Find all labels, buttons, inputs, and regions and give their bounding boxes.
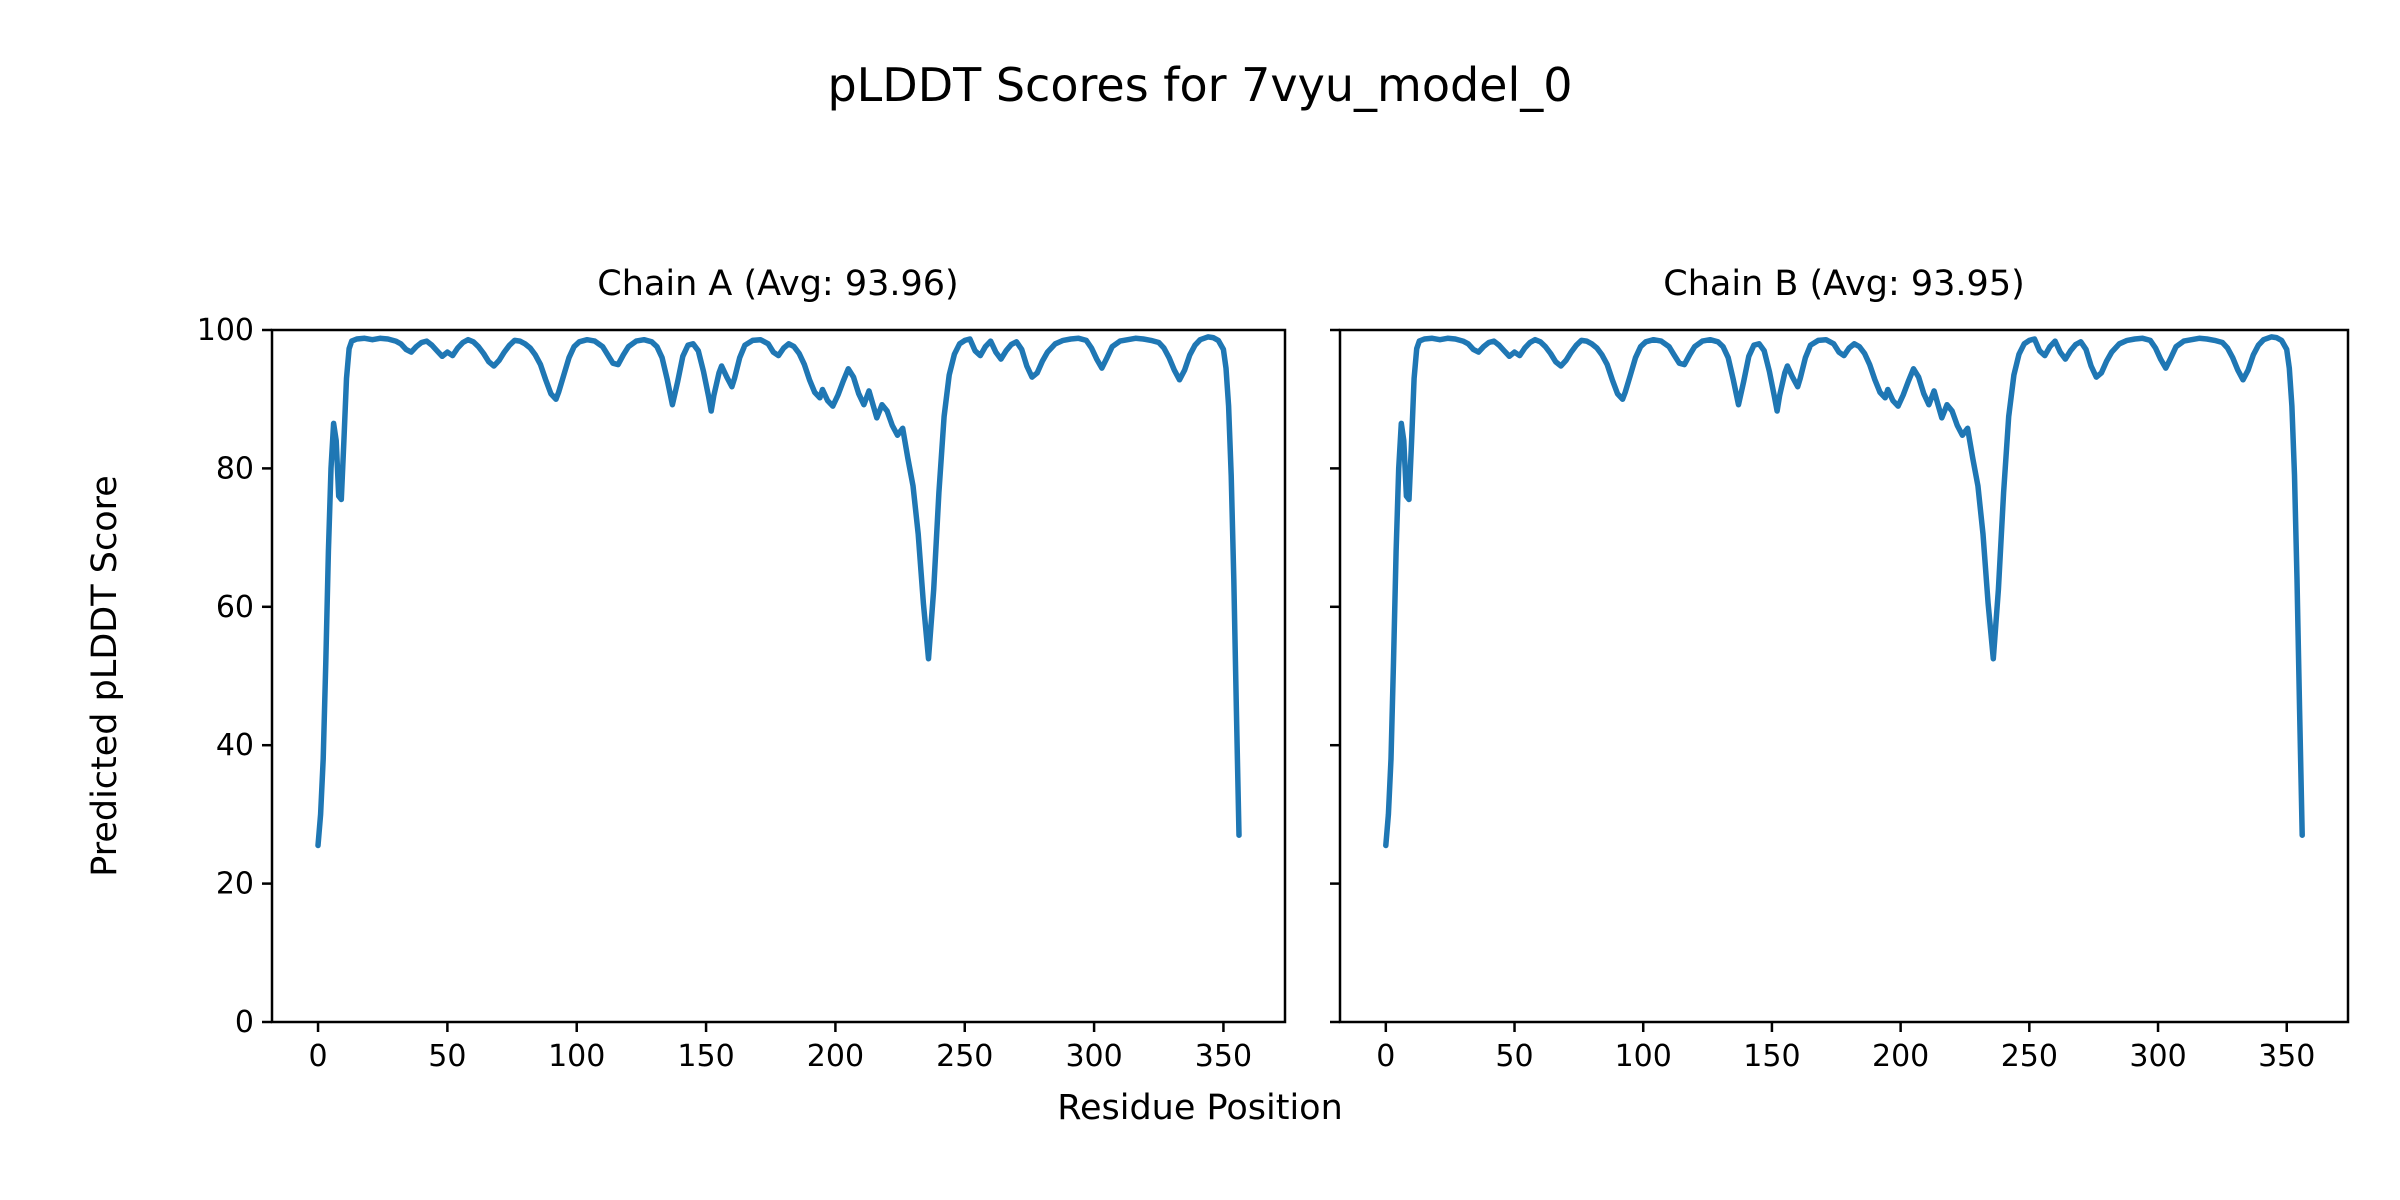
x-tick-label: 350 — [2258, 1039, 2315, 1074]
axes-spines — [1338, 328, 2350, 1024]
y-tick-label: 100 — [197, 313, 254, 348]
chain-b-title: Chain B (Avg: 93.95) — [1663, 264, 2025, 304]
x-tick-label: 50 — [1495, 1039, 1533, 1074]
x-tick-label: 100 — [1615, 1039, 1672, 1074]
x-axis-label: Residue Position — [1057, 1088, 1343, 1128]
x-tick-label: 250 — [2001, 1039, 2058, 1074]
y-tick-label: 40 — [216, 728, 254, 763]
x-tick-label: 50 — [428, 1039, 466, 1074]
x-tick-label: 300 — [1065, 1039, 1122, 1074]
x-tick-label: 150 — [1743, 1039, 1800, 1074]
x-tick-label: 150 — [677, 1039, 734, 1074]
chain-a-title: Chain A (Avg: 93.96) — [597, 264, 959, 304]
axes-spines — [270, 328, 1287, 1024]
x-tick-label: 100 — [548, 1039, 605, 1074]
y-axis-label: Predicted pLDDT Score — [85, 475, 125, 877]
plddt-line-chain-b — [1383, 334, 2305, 849]
y-tick-label: 20 — [216, 867, 254, 902]
x-tick-label: 250 — [936, 1039, 993, 1074]
x-tick-label: 300 — [2129, 1039, 2186, 1074]
y-tick-label: 60 — [216, 590, 254, 625]
x-tick-label: 200 — [807, 1039, 864, 1074]
figure-title: pLDDT Scores for 7vyu_model_0 — [827, 58, 1573, 112]
x-tick-label: 350 — [1195, 1039, 1252, 1074]
plddt-line-chain-a — [315, 334, 1242, 849]
x-tick-label: 200 — [1872, 1039, 1929, 1074]
y-tick-label: 80 — [216, 451, 254, 486]
x-tick-label: 0 — [308, 1039, 327, 1074]
x-tick-label: 0 — [1376, 1039, 1395, 1074]
y-tick-label: 0 — [235, 1005, 254, 1040]
